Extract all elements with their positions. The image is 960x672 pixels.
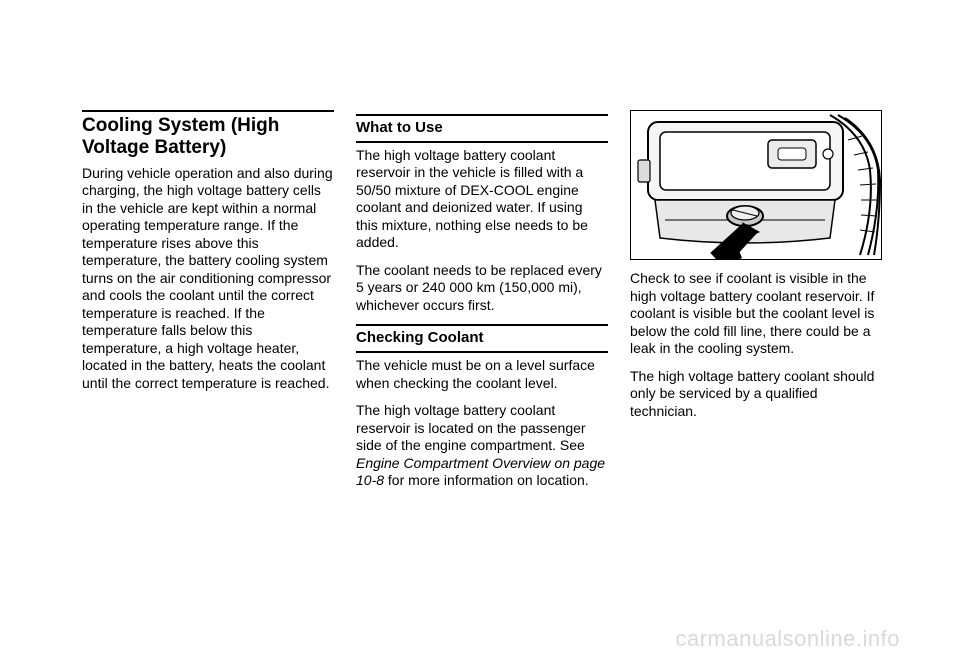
body-text: The high voltage battery coolant should … [630,368,882,421]
body-text-part: for more information on location. [384,472,589,488]
section-heading: Cooling System (High Voltage Battery) [82,110,334,159]
sub-heading-what-to-use: What to Use [356,114,608,143]
body-text: The high voltage battery coolant reservo… [356,147,608,252]
body-text-part: The high voltage battery coolant reservo… [356,402,586,453]
column-3: Check to see if coolant is visible in th… [630,110,882,500]
watermark-text: carmanualsonline.info [675,626,900,652]
body-text: The coolant needs to be replaced every 5… [356,262,608,315]
column-1: Cooling System (High Voltage Battery) Du… [82,110,334,500]
coolant-reservoir-diagram [630,110,882,260]
column-2: What to Use The high voltage battery coo… [356,110,608,500]
body-text: Check to see if coolant is visible in th… [630,270,882,358]
body-text: The vehicle must be on a level surface w… [356,357,608,392]
sub-heading-checking-coolant: Checking Coolant [356,324,608,353]
body-text: During vehicle operation and also during… [82,165,334,393]
body-text: The high voltage battery coolant reservo… [356,402,608,490]
